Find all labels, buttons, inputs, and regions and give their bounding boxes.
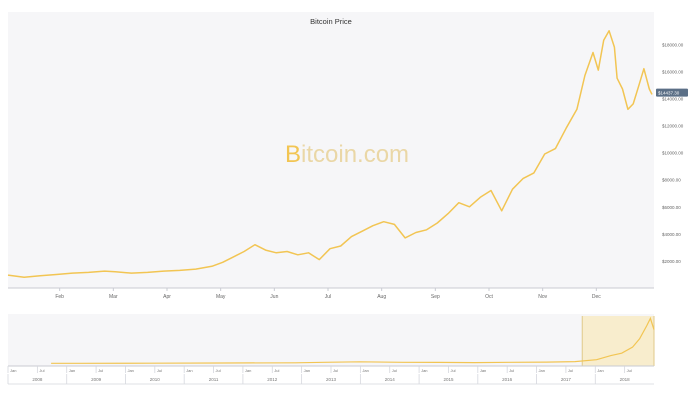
navigator-month-label: Jan: [304, 368, 310, 373]
navigator-month-labels: Jan Jul Jan Jul Jan Jul Jan Jul Jan Jul Jan Jul Jan J…: [7, 366, 632, 373]
x-tick-label: Oct: [485, 294, 493, 300]
current-price-label: $14437.30: [658, 91, 680, 96]
x-tick-label: Aug: [377, 294, 386, 300]
y-tick-label: $18000.00: [662, 42, 684, 47]
x-tick-label: Jul: [325, 294, 331, 300]
current-price-tag: $14437.30: [656, 88, 688, 97]
y-tick-label: $8000.00: [662, 178, 681, 183]
navigator-year-label: 2015: [443, 377, 454, 382]
navigator-month-label: Jan: [127, 368, 133, 373]
y-tick-label: $12000.00: [662, 124, 684, 129]
x-tick-label: Apr: [163, 294, 171, 300]
x-tick-label: Nov: [538, 294, 547, 300]
navigator-month-label: Jan: [69, 368, 75, 373]
navigator-year-label: 2008: [32, 377, 43, 382]
navigator-month-label: Jul: [509, 368, 514, 373]
y-axis-ticks: $2000.00 $4000.00 $6000.00 $8000.00 $10000.0…: [662, 42, 684, 264]
navigator-series-line: [51, 316, 655, 364]
navigator-year-label: 2012: [267, 377, 278, 382]
navigator-month-label: Jul: [216, 368, 221, 373]
y-tick-label: $4000.00: [662, 232, 681, 237]
navigator-year-label: 2010: [150, 377, 161, 382]
navigator-month-label: Jan: [10, 368, 16, 373]
x-tick-label: Mar: [109, 294, 118, 300]
navigator-year-label: 2009: [91, 377, 102, 382]
x-tick-label: Sep: [431, 294, 440, 300]
navigator-month-label: Jul: [450, 368, 455, 373]
navigator-month-label: Jan: [480, 368, 486, 373]
navigator-month-label: Jan: [597, 368, 603, 373]
plot-background: [8, 12, 654, 288]
x-tick-label: Feb: [55, 294, 64, 300]
navigator-month-label: Jan: [539, 368, 545, 373]
x-tick-label: Jun: [270, 294, 278, 300]
navigator-year-label: 2013: [326, 377, 337, 382]
x-tick-label: Dec: [592, 294, 601, 300]
navigator-month-label: Jan: [245, 368, 251, 373]
watermark-text: Bitcoin.com: [285, 141, 409, 168]
x-tick-label: May: [216, 294, 226, 300]
navigator-year-label: 2016: [502, 377, 513, 382]
y-tick-label: $2000.00: [662, 259, 681, 264]
navigator-month-label: Jul: [333, 368, 338, 373]
navigator-month-label: Jan: [186, 368, 192, 373]
x-axis-ticks: Feb Mar Apr May Jun Jul Aug Sep Oct Nov Dec: [55, 288, 601, 300]
navigator-year-label: 2018: [620, 377, 631, 382]
y-tick-label: $14000.00: [662, 97, 684, 102]
chart-title: Bitcoin Price: [310, 17, 352, 26]
navigator-month-label: Jul: [157, 368, 162, 373]
navigator[interactable]: Jan Jul Jan Jul Jan Jul Jan Jul Jan Jul Jan Jul Jan J…: [7, 314, 655, 385]
navigator-month-label: Jul: [39, 368, 44, 373]
navigator-year-label: 2014: [385, 377, 396, 382]
navigator-month-label: Jan: [362, 368, 368, 373]
y-tick-label: $16000.00: [662, 69, 684, 74]
navigator-year-label: 2011: [209, 377, 219, 382]
navigator-background: [8, 314, 654, 366]
navigator-month-label: Jul: [392, 368, 397, 373]
price-series-line: [7, 30, 653, 278]
navigator-month-label: Jul: [98, 368, 103, 373]
y-tick-label: $6000.00: [662, 205, 681, 210]
current-price-tag-bg: [656, 88, 688, 97]
navigator-month-label: Jul: [568, 368, 573, 373]
watermark-rest: itcoin.com: [301, 141, 409, 168]
navigator-month-label: Jul: [274, 368, 279, 373]
watermark-prefix: B: [285, 141, 301, 168]
navigator-year-label: 2017: [561, 377, 572, 382]
navigator-month-label: Jan: [421, 368, 427, 373]
navigator-selection[interactable]: [582, 316, 654, 366]
navigator-month-label: Jul: [627, 368, 632, 373]
navigator-year-labels: 2008 2009 2010 2011 2012 2013 2014 2015 2016 2017…: [7, 374, 654, 385]
y-tick-label: $10000.00: [662, 151, 684, 156]
